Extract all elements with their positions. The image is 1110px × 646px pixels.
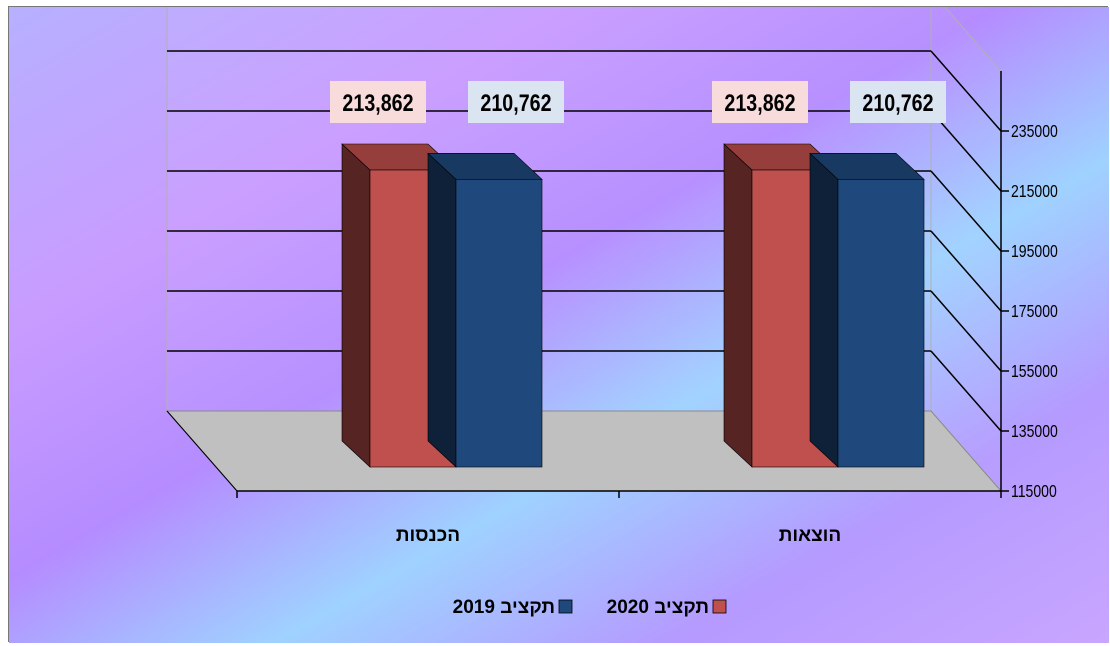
y-tick-label: 195000 bbox=[1011, 241, 1058, 261]
y-tick-label: 115000 bbox=[1011, 481, 1057, 501]
data-label-text: 213,862 bbox=[342, 89, 413, 116]
data-label-text: 210,762 bbox=[862, 89, 933, 116]
y-tick-label: 215000 bbox=[1011, 181, 1058, 201]
bar bbox=[427, 152, 543, 468]
data-label: 213,862 bbox=[330, 81, 426, 123]
data-label-box bbox=[712, 81, 808, 123]
bar-front bbox=[837, 179, 925, 468]
y-tick-label: 135000 bbox=[1011, 421, 1058, 441]
data-labels: 213,862 210,762 213,862 210,762 bbox=[330, 81, 946, 123]
y-tick-label: 235000 bbox=[1011, 121, 1058, 141]
floor-edge bbox=[166, 410, 238, 492]
data-label: 210,762 bbox=[468, 81, 564, 123]
bar-front bbox=[455, 179, 543, 468]
data-label-box bbox=[850, 81, 946, 123]
legend-label: תקציב 2020 bbox=[607, 597, 709, 618]
bar bbox=[809, 152, 925, 468]
legend-item: תקציב 2019 bbox=[453, 597, 573, 618]
data-label-box bbox=[330, 81, 426, 123]
legend-swatch bbox=[712, 599, 727, 614]
legend-swatch bbox=[558, 599, 573, 614]
bar-side bbox=[427, 152, 457, 468]
legend-item: תקציב 2020 bbox=[607, 597, 727, 618]
legend: תקציב 2020 תקציב 2019 bbox=[453, 597, 727, 618]
bars bbox=[341, 143, 925, 468]
chart-frame: 213,862 210,762 213,862 210,762 235000 21500… bbox=[8, 6, 1109, 643]
gridline-depth bbox=[930, 350, 1002, 432]
x-axis: הכנסות הוצאות bbox=[396, 525, 841, 546]
bar-side bbox=[723, 143, 753, 468]
chart-canvas: 213,862 210,762 213,862 210,762 235000 21500… bbox=[9, 7, 1109, 643]
bar-side bbox=[341, 143, 371, 468]
y-tick-label: 175000 bbox=[1011, 301, 1058, 321]
category-label: הכנסות bbox=[396, 525, 460, 546]
gridline-depth bbox=[930, 230, 1002, 312]
y-tick-label: 155000 bbox=[1011, 361, 1058, 381]
data-label: 213,862 bbox=[712, 81, 808, 123]
bar-side bbox=[809, 152, 839, 468]
gridline-depth bbox=[930, 50, 1002, 132]
data-label-text: 213,862 bbox=[724, 89, 795, 116]
data-label-box bbox=[468, 81, 564, 123]
gridline-depth bbox=[930, 290, 1002, 372]
gridline-depth bbox=[930, 170, 1002, 252]
data-label: 210,762 bbox=[850, 81, 946, 123]
y-axis: 235000 215000 195000 175000 155000 135000 1150… bbox=[1000, 71, 1058, 501]
legend-label: תקציב 2019 bbox=[453, 597, 555, 618]
data-label-text: 210,762 bbox=[480, 89, 551, 116]
gridline-depth bbox=[930, 110, 1002, 192]
category-label: הוצאות bbox=[779, 525, 841, 546]
